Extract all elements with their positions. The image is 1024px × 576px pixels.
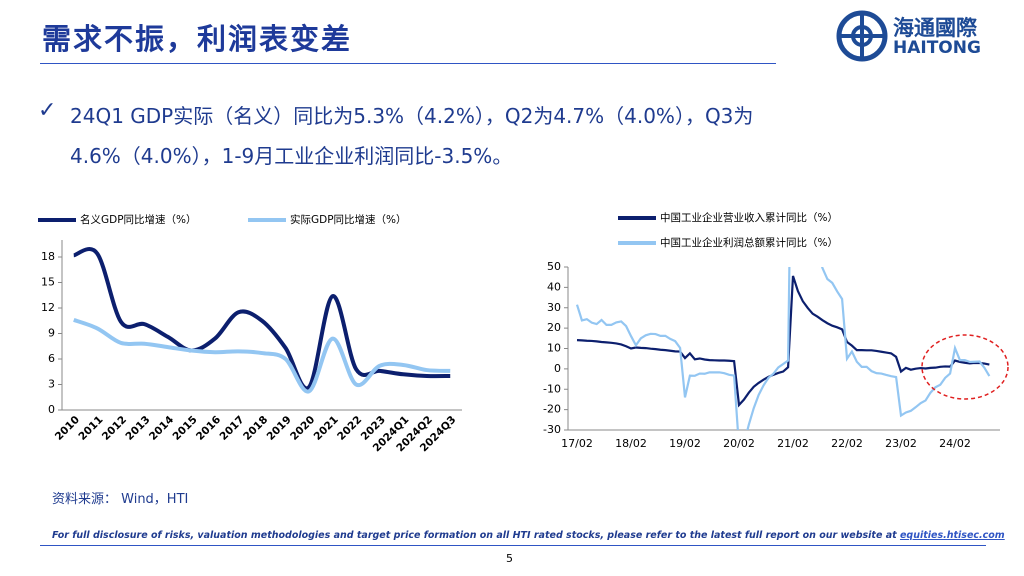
legend-label: 名义GDP同比增速（%） <box>80 213 197 226</box>
legend-label: 中国工业企业利润总额累计同比（%） <box>660 236 838 249</box>
y-tick-label: 18 <box>41 250 55 263</box>
data-line <box>73 247 451 391</box>
bullet-line: 24Q1 GDP实际（名义）同比为5.3%（4.2%），Q2为4.7%（4.0%… <box>70 104 754 128</box>
x-tick-label: 23/02 <box>885 437 917 450</box>
logo-icon <box>836 10 888 62</box>
x-tick-label: 17/02 <box>561 437 593 450</box>
y-tick-label: -10 <box>543 382 561 395</box>
y-tick-label: 40 <box>547 280 561 293</box>
data-line <box>575 267 991 430</box>
y-tick-label: 12 <box>41 301 55 314</box>
x-tick-label: 2015 <box>170 414 199 443</box>
y-tick-label: 0 <box>48 403 55 416</box>
y-tick-label: -20 <box>543 403 561 416</box>
legend-label: 中国工业企业营业收入累计同比（%） <box>660 211 838 224</box>
page-number: 5 <box>506 552 513 565</box>
logo-en: HAITONG <box>893 38 981 58</box>
x-tick-label: 22/02 <box>831 437 863 450</box>
chart: 0369121518201020112012201320142015201620… <box>38 213 462 454</box>
x-tick-label: 2010 <box>53 414 82 443</box>
x-tick-label: 19/02 <box>669 437 701 450</box>
bullet-line: 4.6%（4.0%），1-9月工业企业利润同比-3.5%。 <box>70 144 513 168</box>
x-tick-label: 20/02 <box>723 437 755 450</box>
slide-title: 需求不振，利润表变差 <box>42 22 353 56</box>
title-rule <box>40 63 776 64</box>
x-tick-label: 18/02 <box>615 437 647 450</box>
chart: -30 -20 -10 0 10 20 30 40 50 17/02 18/02 19/02 20/02… <box>543 211 1009 450</box>
y-tick-label: 0 <box>554 362 561 375</box>
check-icon: ✓ <box>38 98 57 123</box>
x-tick-label: 24/02 <box>939 437 971 450</box>
y-tick-label: 30 <box>547 301 561 314</box>
y-tick-label: 6 <box>48 352 55 365</box>
highlight-circle <box>921 334 1009 400</box>
x-tick-label: 2014 <box>147 414 176 443</box>
x-tick-label: 2011 <box>76 414 105 443</box>
footer-rule <box>40 545 986 546</box>
data-line <box>73 318 451 394</box>
data-line <box>576 275 990 408</box>
link[interactable]: equities.htisec.com <box>899 530 1005 541</box>
y-tick-label: 9 <box>48 327 55 340</box>
x-tick-label: 2020 <box>288 414 317 443</box>
legend-label: 实际GDP同比增速（%） <box>290 213 407 226</box>
y-tick-label: 50 <box>547 260 561 273</box>
source-note: 资料来源： Wind，HTI <box>52 492 189 507</box>
y-tick-label: 3 <box>48 378 55 391</box>
x-tick-label: 2021 <box>312 414 341 443</box>
x-tick-label: 2019 <box>265 414 294 443</box>
y-tick-label: 10 <box>547 342 561 355</box>
disclaimer-text: For full disclosure of risks, valuation … <box>52 530 900 541</box>
x-tick-label: 2016 <box>194 414 223 443</box>
disclaimer: For full disclosure of risks, valuation … <box>52 530 1005 541</box>
y-tick-label: 15 <box>41 276 55 289</box>
logo-cn: 海通國際 <box>893 16 977 40</box>
y-tick-label: 20 <box>547 321 561 334</box>
x-tick-label: 2013 <box>123 414 152 443</box>
x-tick-label: 2017 <box>218 414 247 443</box>
x-tick-label: 2022 <box>335 414 364 443</box>
y-tick-label: -30 <box>543 423 561 436</box>
x-tick-label: 21/02 <box>777 437 809 450</box>
x-tick-label: 2018 <box>241 414 270 443</box>
x-tick-label: 2012 <box>100 414 129 443</box>
